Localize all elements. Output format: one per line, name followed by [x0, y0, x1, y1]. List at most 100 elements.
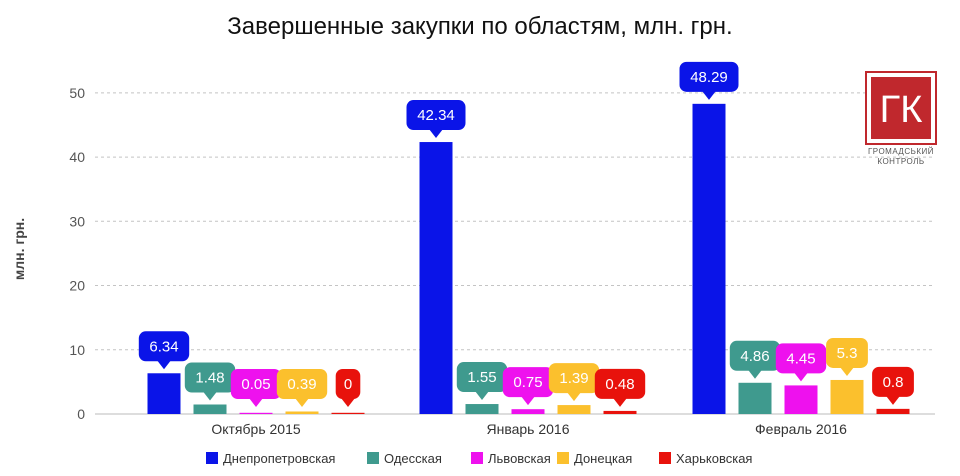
logo-line-1: ГРОМАДСЬКИЙ	[868, 147, 934, 156]
data-label-box	[230, 369, 282, 399]
bar	[193, 404, 227, 414]
data-label-pointer	[203, 391, 217, 401]
data-label-box	[826, 337, 868, 368]
data-label-text: 0	[344, 376, 352, 393]
data-label-pointer	[429, 129, 443, 139]
data-label-text: 1.55	[467, 369, 496, 386]
y-axis-label: млн. грн.	[11, 218, 27, 280]
bar	[876, 408, 910, 414]
data-label-text: 0.75	[513, 374, 542, 391]
y-tick-label: 50	[69, 85, 85, 101]
legend-label: Харьковская	[676, 451, 752, 466]
data-label-text: 0.05	[241, 376, 270, 393]
bar	[465, 404, 499, 414]
legend-swatch	[659, 452, 671, 464]
legend-swatch	[557, 452, 569, 464]
bar	[511, 409, 545, 414]
legend-item: Днепропетровская	[206, 451, 335, 466]
x-category-label: Октябрь 2015	[211, 421, 301, 437]
bar	[603, 410, 637, 414]
legend-label: Донецкая	[574, 451, 632, 466]
data-label-text: 0.39	[287, 376, 316, 393]
data-label: 5.3	[826, 337, 868, 376]
data-label-box	[138, 331, 190, 362]
y-tick-label: 30	[69, 213, 85, 229]
data-label-text: 48.29	[690, 69, 728, 86]
data-label-box	[276, 369, 328, 399]
data-label-box	[679, 61, 739, 92]
data-label-box	[872, 366, 914, 397]
data-label-pointer	[157, 360, 171, 370]
data-label-pointer	[475, 391, 489, 401]
data-label-text: 1.48	[195, 369, 224, 386]
data-label: 0.39	[276, 369, 328, 407]
data-label-pointer	[886, 395, 900, 405]
bar	[147, 373, 181, 414]
legend-swatch	[471, 452, 483, 464]
bar	[285, 411, 319, 414]
legend-item: Одесская	[367, 451, 442, 466]
data-label-text: 5.3	[837, 345, 858, 362]
legend-item: Харьковская	[659, 451, 752, 466]
x-category-label: Февраль 2016	[755, 421, 847, 437]
y-tick-label: 0	[77, 406, 85, 422]
bar	[239, 412, 273, 414]
bar	[738, 382, 772, 414]
bar	[419, 142, 453, 414]
data-label-pointer	[748, 369, 762, 379]
data-label: 6.34	[138, 331, 190, 370]
data-label: 0.8	[872, 366, 914, 405]
data-label-pointer	[521, 396, 535, 406]
data-label: 1.48	[184, 362, 236, 401]
data-label: 42.34	[406, 100, 466, 139]
legend-swatch	[206, 452, 218, 464]
data-label-box	[335, 369, 361, 399]
data-label-text: 1.39	[559, 370, 588, 387]
logo-line-2: КОНТРОЛЬ	[877, 157, 924, 166]
data-label: 0	[335, 369, 361, 407]
data-label-box	[502, 367, 554, 398]
data-labels: 6.34 1.48 0.05 0.39 0 42.34 1.55 0.75 1.39 0.48 48…	[138, 61, 914, 407]
logo-box	[871, 77, 931, 139]
data-label-pointer	[341, 398, 355, 407]
data-label-box	[729, 340, 781, 371]
data-label-pointer	[794, 372, 808, 382]
y-axis-ticks: 0 10 20 30 40 50	[69, 85, 85, 422]
data-label: 4.86	[729, 340, 781, 379]
data-label-box	[456, 362, 508, 393]
legend-label: Львовская	[488, 451, 551, 466]
data-label-pointer	[295, 398, 309, 407]
bar	[331, 412, 365, 414]
y-tick-label: 20	[69, 278, 85, 294]
bar	[830, 379, 864, 414]
data-label: 0.75	[502, 367, 554, 406]
logo-mark: ГК	[880, 89, 923, 131]
data-label: 1.55	[456, 362, 508, 401]
legend: Днепропетровская Одесская Львовская Донецка…	[206, 451, 752, 466]
y-tick-label: 40	[69, 149, 85, 165]
data-label-text: 0.48	[605, 376, 634, 393]
data-label-pointer	[613, 397, 627, 407]
x-category-label: Январь 2016	[486, 421, 569, 437]
bar	[784, 385, 818, 414]
x-axis-categories: Октябрь 2015 Январь 2016 Февраль 2016	[211, 421, 847, 437]
legend-label: Одесская	[384, 451, 442, 466]
data-label-box	[406, 100, 466, 131]
data-label-text: 0.8	[883, 374, 904, 391]
y-tick-label: 10	[69, 342, 85, 358]
legend-swatch	[367, 452, 379, 464]
bar	[557, 405, 591, 414]
data-label-box	[184, 362, 236, 393]
data-label: 1.39	[548, 363, 600, 402]
data-label-box	[548, 363, 600, 394]
data-label-text: 42.34	[417, 107, 455, 124]
data-label: 0.05	[230, 369, 282, 407]
bar	[692, 103, 726, 414]
data-label-pointer	[567, 392, 581, 402]
gromadskyi-kontrol-logo: ГК ГРОМАДСЬКИЙ КОНТРОЛЬ	[865, 71, 937, 166]
data-label-pointer	[249, 398, 263, 407]
data-label-pointer	[702, 90, 716, 100]
bars	[147, 103, 910, 414]
data-label-text: 4.45	[786, 350, 815, 367]
